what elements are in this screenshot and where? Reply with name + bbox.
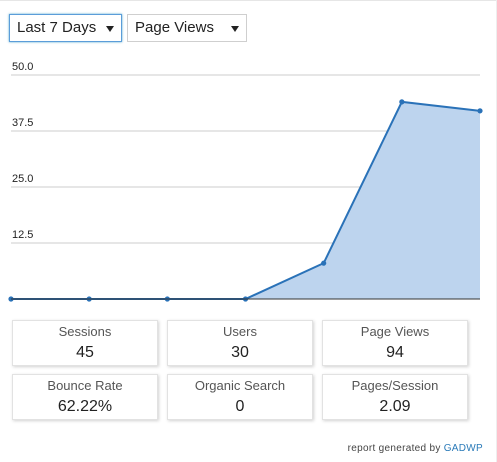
period-select-value: Last 7 Days [17, 19, 97, 36]
top-divider [0, 0, 497, 1]
chevron-down-icon [231, 26, 239, 32]
y-tick-label: 50.0 [12, 61, 33, 73]
stat-tile-pages-per-session: Pages/Session 2.09 [322, 374, 468, 420]
stat-tile-sessions: Sessions 45 [12, 320, 158, 366]
stat-label: Pages/Session [351, 378, 439, 393]
stat-label: Users [223, 324, 257, 339]
footer-credit: report generated by GADWP [348, 443, 483, 454]
y-axis-ticks: 12.5 25.0 37.5 50.0 [12, 61, 33, 241]
series-points [8, 99, 483, 302]
metric-select[interactable]: Page Views [127, 14, 247, 42]
stat-value: 94 [386, 344, 404, 361]
series-area [11, 101, 480, 299]
data-point[interactable] [477, 108, 483, 114]
stat-label: Page Views [360, 324, 430, 339]
stat-tile-bounce-rate: Bounce Rate 62.22% [12, 374, 158, 420]
y-tick-label: 25.0 [12, 173, 33, 185]
page-views-chart: 12.5 25.0 37.5 50.0 [8, 61, 483, 302]
metric-select-value: Page Views [135, 19, 214, 36]
stat-value: 30 [231, 344, 249, 361]
stat-value: 62.22% [57, 398, 113, 415]
stat-tile-page-views: Page Views 94 [322, 320, 468, 366]
y-tick-label: 37.5 [12, 117, 33, 129]
stat-tile-users: Users 30 [167, 320, 313, 366]
stat-value: 0 [235, 398, 245, 415]
footer-text: report generated by [347, 443, 441, 454]
period-select[interactable]: Last 7 Days [9, 14, 122, 42]
chevron-down-icon [106, 26, 114, 32]
stat-tile-organic-search: Organic Search 0 [167, 374, 313, 420]
gadwp-link[interactable]: GADWP [443, 443, 483, 454]
stat-value: 2.09 [379, 398, 411, 415]
stat-label: Bounce Rate [47, 378, 123, 393]
data-point[interactable] [399, 99, 405, 105]
y-tick-label: 12.5 [12, 229, 33, 241]
stat-label: Sessions [58, 324, 112, 339]
data-point[interactable] [321, 260, 327, 266]
stat-label: Organic Search [194, 378, 286, 393]
stat-value: 45 [76, 344, 94, 361]
